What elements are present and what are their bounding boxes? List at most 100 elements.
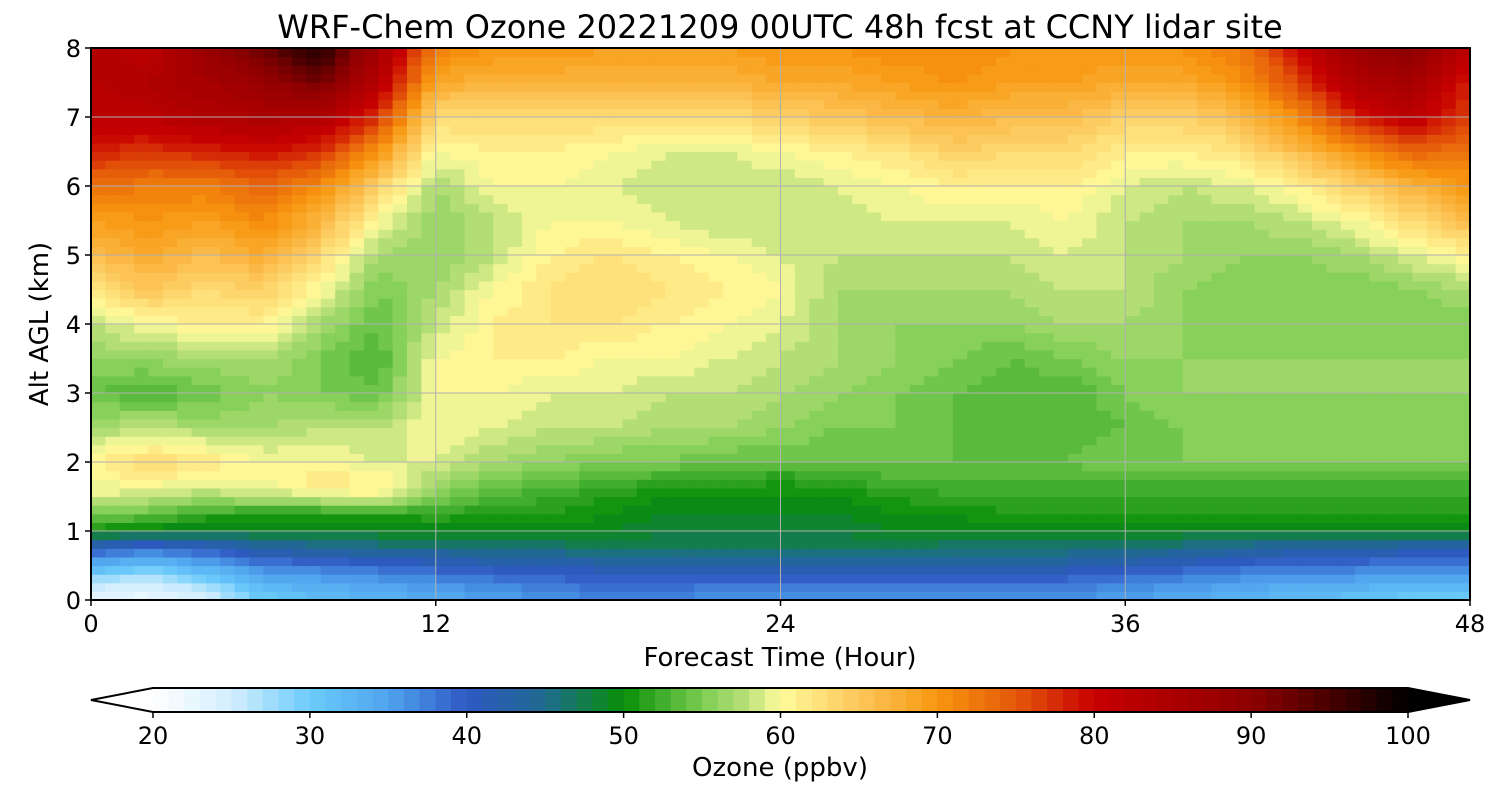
heatmap-cell: [536, 255, 552, 265]
heatmap-cell: [349, 513, 365, 523]
heatmap-cell: [148, 298, 164, 308]
heatmap-cell: [1297, 255, 1313, 265]
heatmap-cell: [1355, 496, 1371, 506]
heatmap-cell: [407, 384, 422, 394]
heatmap-cell: [1240, 289, 1256, 299]
heatmap-cell: [1139, 539, 1155, 549]
heatmap-cell: [205, 332, 221, 342]
heatmap-cell: [995, 263, 1011, 273]
heatmap-cell: [809, 565, 825, 575]
heatmap-cell: [636, 160, 652, 170]
heatmap-cell: [478, 513, 494, 523]
heatmap-cell: [1125, 574, 1141, 584]
heatmap-cell: [148, 574, 164, 584]
heatmap-cell: [277, 358, 293, 368]
heatmap-cell: [1441, 332, 1457, 342]
heatmap-cell: [536, 367, 552, 377]
heatmap-cell: [493, 444, 509, 454]
heatmap-cell: [708, 582, 724, 592]
heatmap-cell: [924, 237, 940, 247]
heatmap-cell: [1441, 556, 1457, 567]
heatmap-cell: [1412, 211, 1428, 222]
heatmap-cell: [234, 531, 250, 541]
heatmap-cell: [1024, 487, 1040, 498]
heatmap-cell: [967, 505, 983, 515]
heatmap-cell: [967, 203, 983, 213]
heatmap-cell: [349, 324, 365, 334]
heatmap-cell: [119, 384, 135, 394]
heatmap-cell: [723, 513, 738, 523]
heatmap-cell: [1082, 263, 1098, 273]
heatmap-cell: [751, 160, 767, 170]
heatmap-cell: [1168, 211, 1184, 222]
heatmap-cell: [392, 591, 408, 600]
heatmap-cell: [277, 496, 293, 506]
heatmap-cell: [435, 229, 451, 239]
heatmap-cell: [162, 186, 178, 196]
heatmap-cell: [1311, 237, 1327, 247]
heatmap-cell: [134, 427, 150, 437]
heatmap-cell: [1268, 349, 1284, 360]
heatmap-cell: [1225, 160, 1241, 170]
heatmap-cell: [1283, 246, 1299, 256]
heatmap-cell: [694, 367, 710, 377]
heatmap-cell: [866, 220, 882, 230]
heatmap-cell: [464, 470, 480, 480]
heatmap-cell: [723, 410, 738, 420]
heatmap-cell: [1398, 410, 1414, 420]
heatmap-cell: [478, 401, 494, 411]
heatmap-cell: [938, 298, 954, 308]
heatmap-cell: [507, 410, 523, 420]
heatmap-cell: [593, 349, 609, 360]
heatmap-cell: [837, 427, 853, 437]
heatmap-cell: [1010, 556, 1026, 567]
heatmap-cell: [1096, 453, 1112, 463]
heatmap-cell: [1412, 582, 1428, 592]
heatmap-cell: [478, 565, 494, 575]
heatmap-cell: [794, 160, 810, 170]
heatmap-cell: [1153, 531, 1169, 541]
heatmap-cell: [1024, 177, 1040, 187]
heatmap-cell: [363, 332, 379, 342]
heatmap-cell: [981, 574, 997, 584]
heatmap-cell: [1125, 367, 1141, 377]
heatmap-cell: [622, 556, 638, 567]
heatmap-cell: [1268, 255, 1284, 265]
heatmap-cell: [177, 418, 193, 429]
heatmap-cell: [1326, 168, 1342, 178]
heatmap-cell: [521, 298, 537, 308]
heatmap-cell: [967, 332, 983, 342]
heatmap-cell: [320, 349, 336, 360]
heatmap-cell: [148, 367, 164, 377]
heatmap-cell: [708, 513, 724, 523]
heatmap-cell: [435, 410, 451, 420]
heatmap-cell: [636, 479, 652, 489]
heatmap-cell: [320, 177, 336, 187]
heatmap-cell: [1383, 496, 1399, 506]
heatmap-cell: [780, 548, 796, 558]
heatmap-cell: [1197, 263, 1213, 273]
heatmap-cell: [794, 444, 810, 454]
heatmap-cell: [148, 531, 164, 541]
heatmap-cell: [1326, 556, 1342, 567]
heatmap-cell: [579, 341, 595, 351]
heatmap-cell: [1182, 487, 1198, 498]
heatmap-cell: [1139, 574, 1155, 584]
heatmap-cell: [1254, 341, 1270, 351]
heatmap-cell: [450, 237, 466, 247]
heatmap-cell: [421, 496, 437, 506]
heatmap-cell: [363, 444, 379, 454]
heatmap-cell: [363, 479, 379, 489]
heatmap-cell: [407, 332, 422, 342]
heatmap-cell: [967, 418, 983, 429]
heatmap-cell: [737, 384, 753, 394]
heatmap-cell: [1168, 151, 1184, 161]
heatmap-cell: [205, 367, 221, 377]
heatmap-cell: [1369, 444, 1385, 454]
heatmap-cell: [1082, 574, 1098, 584]
heatmap-cell: [665, 194, 681, 204]
heatmap-cell: [320, 436, 336, 446]
heatmap-cell: [521, 539, 537, 549]
heatmap-cell: [1426, 496, 1442, 506]
heatmap-cell: [191, 194, 207, 204]
